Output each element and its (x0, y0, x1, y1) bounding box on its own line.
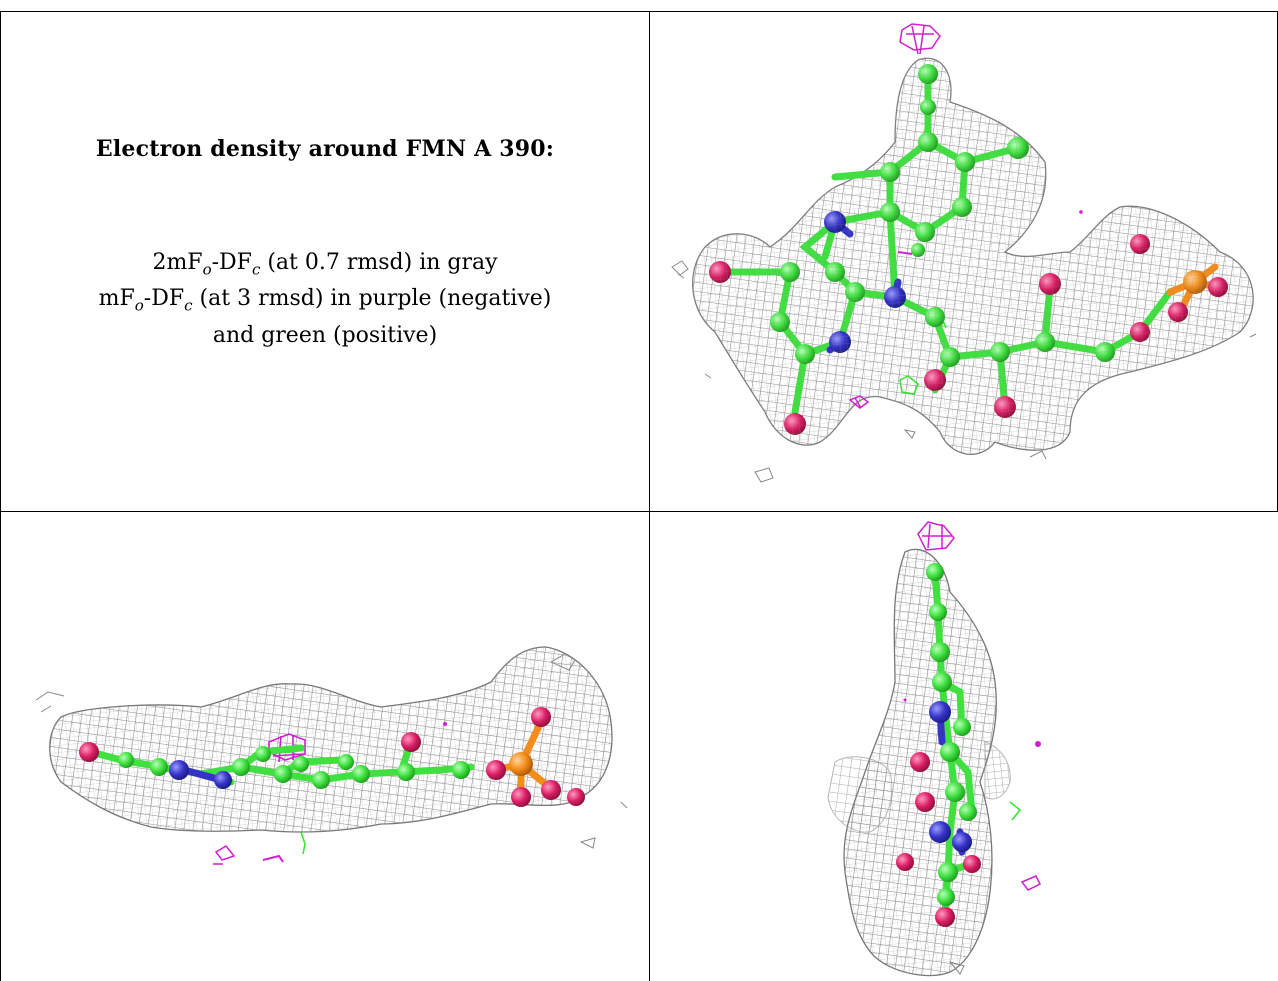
atom-nitrogen (929, 701, 951, 723)
stray-mesh-3 (579, 801, 628, 849)
atom-nitrogen (952, 832, 972, 852)
legend-line-fo-fc: mFo-DFc (at 3 rmsd) in purple (negative) (98, 286, 552, 315)
atom-carbon (255, 746, 271, 762)
atom-oxygen (79, 742, 99, 762)
stray-mesh-2 (754, 467, 774, 483)
density-map-edge-view (827, 521, 1042, 977)
atom-nitrogen (929, 821, 951, 843)
atom-oxygen (896, 853, 914, 871)
side-mesh-lobe-right (984, 741, 1011, 800)
stray-mesh-2 (549, 653, 576, 671)
atom-carbon (929, 603, 947, 621)
density-map-front-view (671, 23, 1257, 483)
molecule-atoms (896, 563, 981, 927)
table-top-border (0, 11, 1278, 12)
atom-oxygen (541, 780, 561, 800)
atom-nitrogen (169, 760, 189, 780)
atom-carbon (118, 752, 134, 768)
atom-oxygen (963, 855, 981, 873)
atom-oxygen (910, 752, 930, 772)
atom-carbon (945, 782, 965, 802)
atom-carbon (232, 758, 250, 776)
negative-density-blob-top (899, 23, 941, 55)
density-mesh-overlay (692, 58, 1254, 455)
atom-carbon (959, 803, 977, 821)
atom-oxygen (486, 760, 506, 780)
atom-oxygen (401, 732, 421, 752)
legend-line-2fo-fc: 2mFo-DFc (at 0.7 rmsd) in gray (152, 250, 498, 279)
atom-carbon (932, 672, 952, 692)
atom-phosphorus (509, 752, 533, 776)
density-legend: 2mFo-DFc (at 0.7 rmsd) in gray mFo-DFc (… (1, 248, 649, 350)
negative-density-blob-2 (213, 845, 236, 865)
negative-density-dot (1035, 741, 1041, 747)
side-mesh-lobe (827, 756, 893, 833)
atom-carbon (938, 862, 958, 882)
caption-title-block: Electron density around FMN A 390: (1, 136, 649, 162)
legend-line-positive: and green (positive) (212, 322, 438, 348)
caption-title: Electron density around FMN A 390: (95, 136, 555, 162)
stray-mesh-1 (948, 961, 965, 975)
density-map-side-view (35, 646, 628, 865)
table-left-border (0, 11, 1, 981)
atom-carbon (452, 761, 470, 779)
caption-cell: Electron density around FMN A 390: 2mFo-… (1, 12, 649, 511)
stray-mesh-1 (671, 260, 689, 279)
positive-density-blob (300, 831, 306, 855)
molecule-atoms (79, 707, 585, 807)
density-panel-side (1, 512, 649, 981)
atom-nitrogen (214, 771, 232, 789)
atom-oxygen (935, 907, 955, 927)
density-panel-front (650, 12, 1277, 511)
density-panel-edge (650, 512, 1277, 981)
atom-carbon (293, 756, 309, 772)
atom-carbon (926, 563, 944, 581)
atom-carbon (397, 763, 415, 781)
atom-oxygen (511, 787, 531, 807)
atom-carbon (312, 771, 330, 789)
atom-carbon (352, 765, 370, 783)
negative-density-dot-2 (903, 698, 907, 702)
table-center-border (649, 11, 650, 981)
stray-mesh-4 (704, 333, 1257, 379)
negative-density-dot (1079, 210, 1083, 214)
atom-carbon (940, 742, 960, 762)
negative-density-blob-3 (262, 854, 284, 863)
atom-carbon (150, 758, 168, 776)
atom-carbon (930, 642, 950, 662)
atom-carbon (953, 718, 971, 736)
atom-carbon (937, 888, 955, 906)
stray-mesh-1 (35, 691, 65, 713)
stray-mesh-3 (903, 429, 1047, 460)
atom-oxygen (915, 792, 935, 812)
negative-density-dot (443, 722, 447, 726)
atom-carbon (274, 765, 292, 783)
atom-oxygen (567, 788, 585, 806)
negative-density-blob-right (1020, 875, 1042, 891)
density-mesh-overlay (49, 647, 612, 832)
negative-density-blob-top (917, 521, 955, 551)
positive-density-blob (1009, 801, 1022, 821)
table-middle-border (0, 511, 1278, 512)
atom-carbon (338, 754, 354, 770)
atom-oxygen (531, 707, 551, 727)
